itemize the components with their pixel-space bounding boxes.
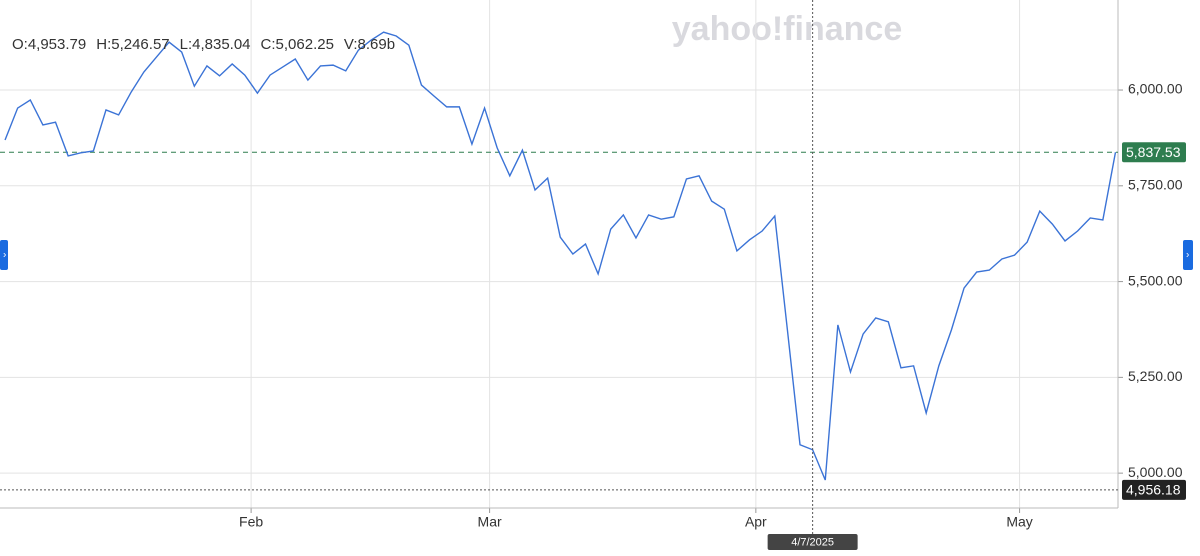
y-tick-label: 5,750.00 xyxy=(1128,177,1183,193)
left-handle[interactable] xyxy=(0,240,8,270)
crosshair-y-box xyxy=(1122,479,1186,500)
crosshair-x-label: 4/7/2025 xyxy=(791,536,834,548)
right-handle-icon: › xyxy=(1186,250,1189,261)
ohlc-item: L:4,835.04 xyxy=(180,36,251,53)
y-tick-label: 5,250.00 xyxy=(1128,368,1183,384)
x-tick-label: Feb xyxy=(239,514,263,530)
last-price-label: 5,837.53 xyxy=(1126,144,1181,160)
last-price-box xyxy=(1122,142,1186,163)
ohlc-item: V:8.69b xyxy=(344,36,395,53)
ohlc-item: H:5,246.57 xyxy=(96,36,169,53)
x-tick-label: Apr xyxy=(745,514,767,530)
watermark: yahoo!finance xyxy=(672,10,902,48)
price-line xyxy=(4,31,1117,481)
crosshair-y-label: 4,956.18 xyxy=(1126,482,1181,498)
crosshair-x-box xyxy=(767,534,858,550)
right-handle[interactable] xyxy=(1183,240,1193,270)
y-tick-label: 6,000.00 xyxy=(1128,81,1183,97)
ohlc-item: C:5,062.25 xyxy=(261,36,334,53)
y-tick-label: 5,000.00 xyxy=(1128,464,1183,480)
ohlc-item: O:4,953.79 xyxy=(12,36,86,53)
x-tick-label: May xyxy=(1006,514,1032,530)
x-tick-label: Mar xyxy=(478,514,502,530)
y-tick-label: 5,500.00 xyxy=(1128,272,1183,288)
left-handle-icon: › xyxy=(3,250,6,261)
